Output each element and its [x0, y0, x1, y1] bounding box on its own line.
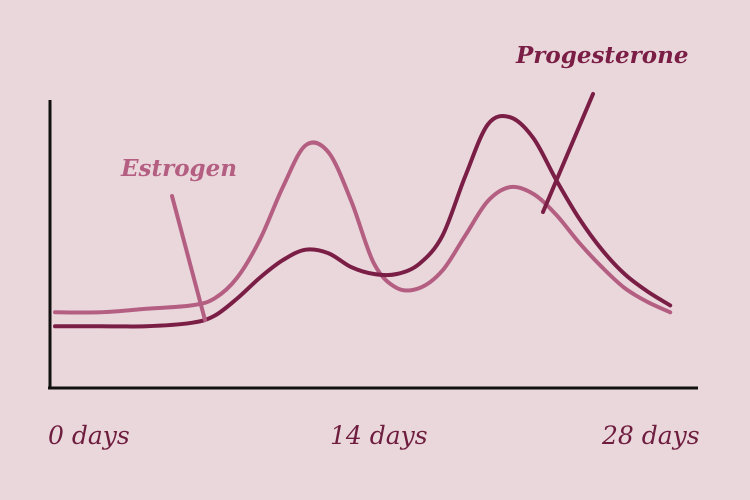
series-lines [53, 113, 673, 329]
x-tick-label-28: 28 days [601, 421, 700, 450]
x-tick-label-0: 0 days [48, 421, 130, 450]
series-line-progesterone [53, 113, 673, 329]
series-line-estrogen [53, 140, 673, 315]
plot-axes [48, 100, 698, 390]
series-label-progesterone: Progesterone [515, 42, 689, 69]
series-labels: Estrogen Progesterone [120, 42, 689, 322]
x-tick-label-14: 14 days [330, 421, 428, 450]
progesterone-pointer-line [541, 92, 595, 214]
estrogen-pointer-line [170, 194, 207, 322]
series-label-estrogen: Estrogen [120, 155, 237, 182]
x-tick-labels: 0 days 14 days 28 days [48, 421, 700, 450]
